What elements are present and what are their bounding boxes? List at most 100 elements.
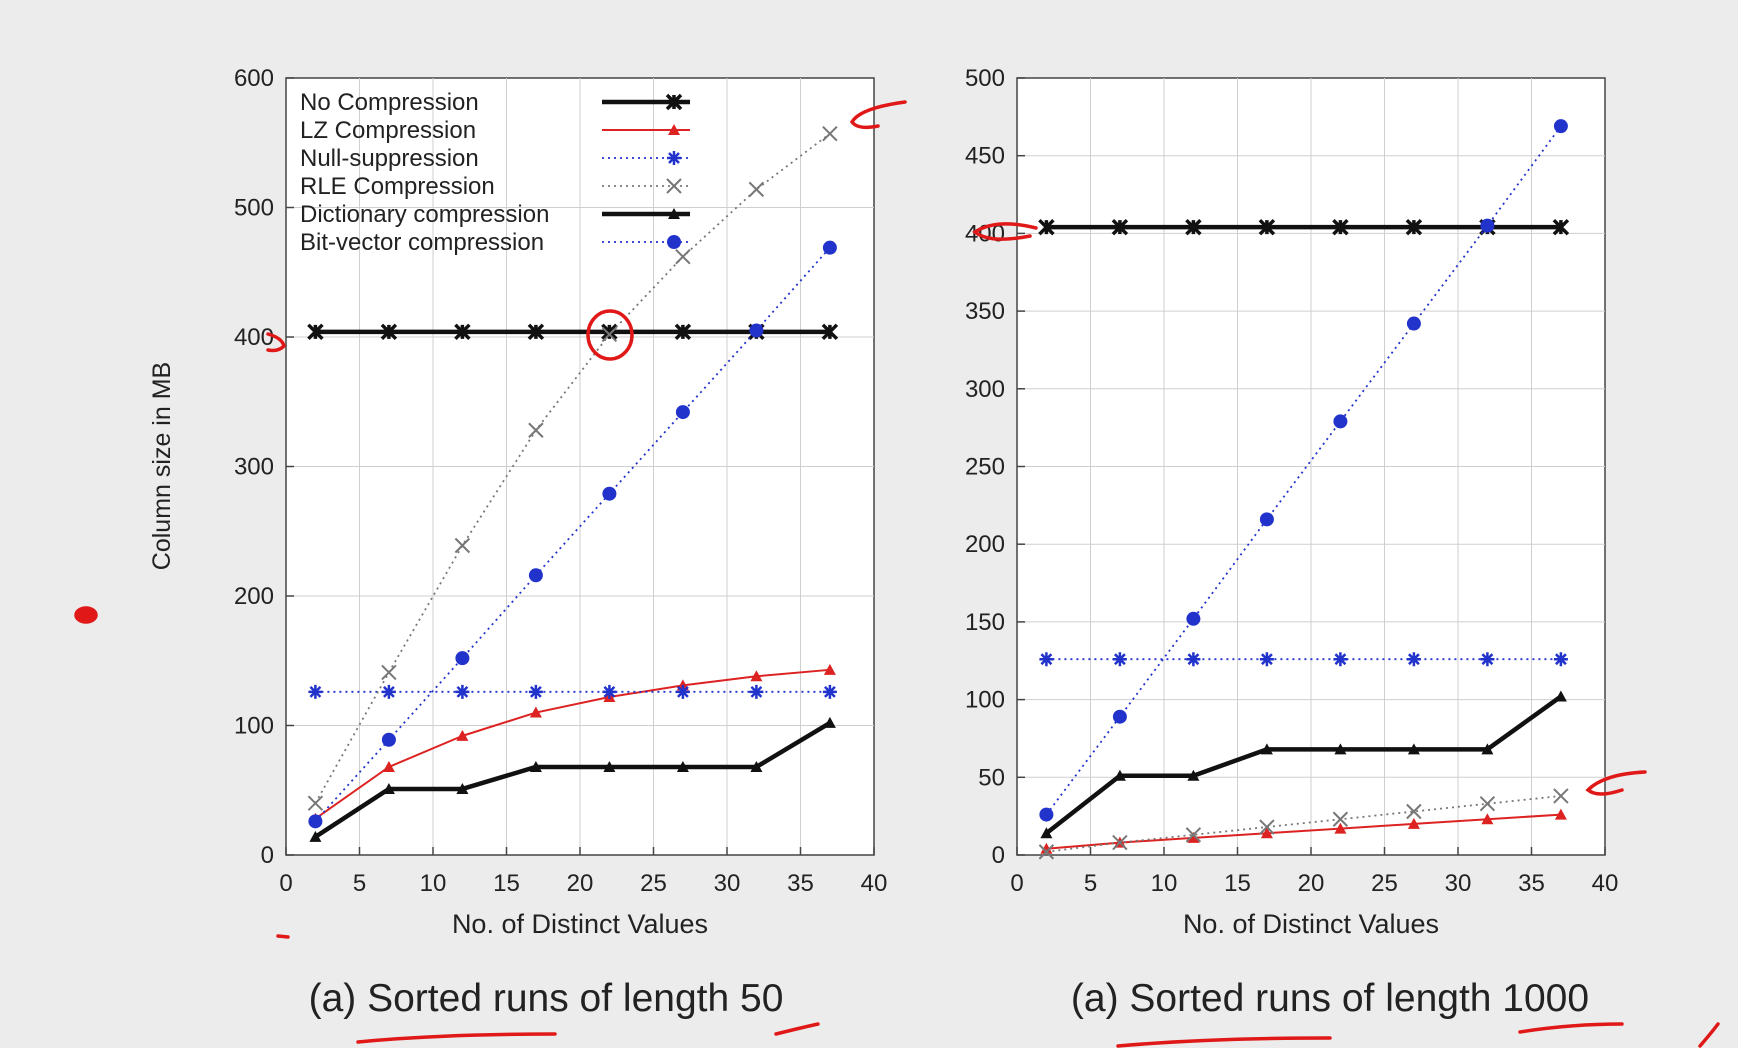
data-point [1260, 743, 1273, 755]
data-point [1405, 218, 1423, 236]
data-point [1479, 796, 1496, 812]
legend-item: No Compression [300, 89, 690, 116]
data-point [1480, 218, 1495, 233]
x-tick-label: 40 [1592, 870, 1619, 897]
data-point [529, 760, 542, 772]
x-tick-label: 25 [1371, 870, 1398, 897]
data-point [1185, 827, 1202, 843]
data-point [454, 537, 471, 554]
legend-label: Bit-vector compression [300, 229, 544, 256]
data-point [748, 181, 765, 198]
data-point [382, 782, 395, 794]
data-point [1334, 743, 1347, 755]
data-point [601, 323, 618, 341]
y-axis-label: Column size in MB [148, 362, 176, 570]
data-point [822, 125, 838, 142]
data-point [603, 760, 616, 772]
series-line [308, 684, 837, 699]
data-point [1040, 842, 1053, 854]
data-point [1039, 652, 1054, 667]
data-point [1112, 709, 1127, 724]
legend-marker [665, 93, 683, 111]
x-tick-label: 15 [493, 870, 520, 897]
data-point [381, 732, 396, 747]
data-point [1111, 218, 1129, 236]
data-point [601, 326, 618, 343]
series-path [1046, 795, 1561, 853]
data-point [1333, 652, 1348, 667]
chart-sorted-runs-1000: 0 5 10 15 20 25 30 35 40050100150200250300350400… [965, 65, 1618, 1020]
data-point [750, 760, 763, 772]
data-point [1185, 218, 1202, 236]
series-line [1039, 119, 1568, 822]
data-point [1260, 827, 1273, 839]
legend-label: Dictionary compression [300, 201, 549, 228]
legend-marker [668, 208, 680, 219]
x-tick-label: 25 [640, 870, 667, 897]
data-point [750, 670, 763, 682]
legend-item: Null-suppression [300, 145, 690, 172]
data-point [1259, 512, 1274, 527]
data-point [1407, 817, 1420, 829]
dot-annotation [74, 606, 98, 624]
chart-caption: (a) Sorted runs of length 50 [309, 977, 784, 1020]
data-point [1039, 807, 1054, 822]
series-path [314, 668, 830, 820]
data-point [381, 684, 396, 699]
data-point [1113, 769, 1126, 781]
legend-label: Null-suppression [300, 145, 479, 172]
data-point [675, 684, 690, 699]
series-line [307, 323, 839, 341]
data-point [823, 716, 836, 728]
data-point [455, 684, 470, 699]
x-tick-label: 30 [1445, 870, 1472, 897]
data-point [1480, 652, 1495, 667]
data-point [456, 729, 469, 741]
arrow-annotation [266, 332, 286, 353]
x-axis-label: No. of Distinct Values [452, 909, 708, 939]
legend-marker [667, 151, 681, 165]
data-point [675, 405, 690, 420]
legend-label: RLE Compression [300, 173, 495, 200]
legend-item: Dictionary compression [300, 201, 690, 228]
series-path [314, 720, 832, 839]
x-tick-label: 0 [279, 870, 292, 897]
legend-label: LZ Compression [300, 117, 476, 144]
data-point [821, 323, 839, 341]
series-line [307, 125, 838, 811]
y-tick-label: 0 [992, 842, 1005, 869]
data-point [602, 684, 617, 699]
chart-caption: (a) Sorted runs of length 1000 [1071, 977, 1589, 1020]
data-point [1406, 652, 1421, 667]
legend-marker [666, 178, 682, 194]
y-tick-label: 200 [965, 531, 1005, 558]
y-tick-label: 350 [965, 298, 1005, 325]
data-point [528, 422, 544, 438]
y-tick-label: 500 [965, 65, 1005, 92]
y-tick-label: 50 [978, 764, 1005, 791]
underline-annotation [356, 1032, 557, 1044]
data-point [1259, 819, 1275, 835]
data-point [454, 323, 471, 341]
dash-annotation [276, 934, 290, 939]
legend-item: Bit-vector compression [300, 229, 690, 256]
x-tick-label: 5 [353, 870, 366, 897]
data-point [1481, 743, 1494, 755]
data-point [455, 651, 470, 666]
data-point [1038, 844, 1055, 860]
series-line [1040, 690, 1567, 839]
data-point [823, 663, 836, 675]
underline-annotation [1116, 1036, 1332, 1048]
legend-marker [668, 124, 680, 135]
data-point [1187, 831, 1200, 843]
y-tick-label: 100 [234, 713, 274, 740]
data-point [1040, 827, 1053, 839]
y-tick-label: 500 [234, 195, 274, 222]
x-tick-label: 10 [420, 870, 447, 897]
series-layer [307, 125, 839, 842]
data-point [675, 249, 691, 265]
y-tick-label: 400 [234, 324, 274, 351]
axes: 0 5 10 15 20 25 30 35 40050100150200250300350400… [965, 65, 1618, 897]
x-tick-label: 35 [1518, 870, 1545, 897]
